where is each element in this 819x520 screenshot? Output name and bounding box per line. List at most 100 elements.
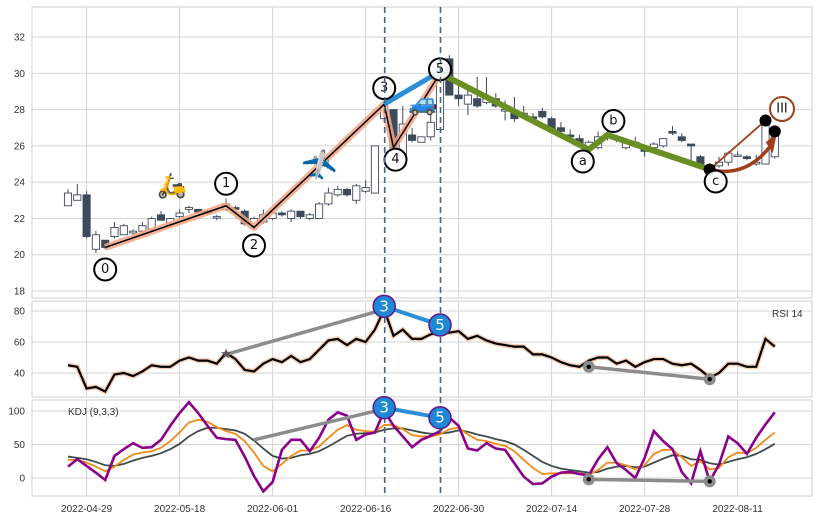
candle — [659, 138, 668, 148]
rsi-tick-label: 60 — [14, 338, 26, 349]
candle — [82, 191, 91, 239]
candle — [556, 122, 565, 134]
rsi-tick-label: 80 — [14, 307, 26, 318]
rsi-divergence-down-line — [588, 365, 710, 381]
candle — [333, 185, 342, 197]
candle — [315, 202, 324, 219]
kdj-divergence-down-line — [588, 477, 710, 484]
candle-body — [454, 94, 463, 100]
correction-wave-line — [438, 70, 711, 173]
candle-body — [129, 230, 138, 234]
candle — [119, 223, 128, 236]
kdj-marker-5 — [428, 405, 452, 430]
candle-body — [175, 212, 184, 218]
wave-label-circle-0 — [93, 257, 118, 282]
candle-body — [473, 98, 482, 107]
wave-iii-label-circle — [769, 96, 795, 122]
candle — [184, 205, 193, 213]
kdj-tick-label: 50 — [14, 440, 26, 451]
kdj-K-line — [68, 418, 776, 476]
price-tick-label: 18 — [14, 287, 26, 298]
candle — [417, 136, 426, 143]
price-tick-label: 30 — [14, 69, 26, 80]
price-tick-label: 26 — [14, 141, 26, 152]
wave-label-circle-b — [601, 108, 626, 133]
rsi-marker-label: 3 — [379, 297, 389, 315]
candle-body — [82, 194, 91, 238]
candle — [73, 183, 82, 201]
candle-body — [91, 234, 100, 250]
arrow-head-icon — [765, 133, 777, 154]
candle-body — [63, 192, 73, 207]
candle-body — [668, 130, 677, 134]
candle — [352, 183, 361, 204]
candle — [63, 189, 73, 207]
candle-body — [277, 212, 286, 216]
candle-body — [119, 225, 128, 236]
candle-body — [463, 94, 472, 105]
x-tick-label: 2022-06-01 — [247, 504, 299, 515]
candle-body — [361, 187, 370, 192]
candle-body — [156, 214, 166, 221]
rsi-divergence-up-line — [225, 307, 385, 357]
candle-body — [333, 188, 342, 196]
rsi-divergence-down-line-point-center — [586, 364, 591, 369]
price-tick-label: 32 — [14, 33, 26, 44]
rsi-divergence-down-line-point-center — [707, 377, 712, 382]
candle — [156, 211, 166, 221]
candle-body — [212, 216, 221, 219]
x-tick-label: 2022-06-16 — [340, 504, 392, 515]
candle-body — [677, 136, 686, 141]
kdj-D-line — [67, 426, 776, 474]
wave-label-circle-2 — [242, 233, 266, 258]
candle — [426, 109, 435, 141]
wave-label-2: 2 — [250, 238, 258, 253]
price-tick-label: 20 — [14, 250, 26, 261]
wave-label-circle-a — [570, 149, 595, 174]
candle-body — [287, 210, 296, 219]
price-tick-label: 28 — [14, 105, 26, 116]
rsi-line — [67, 306, 776, 394]
x-tick-label: 2022-05-18 — [154, 504, 206, 515]
candle-body — [110, 227, 119, 238]
candle-body — [417, 136, 426, 143]
car-icon: 🚙 — [408, 90, 438, 117]
star-icon: ★ — [220, 345, 233, 361]
price-tick-label: 22 — [14, 214, 26, 225]
candle — [305, 212, 314, 221]
candle-body — [733, 154, 742, 157]
rsi-panel — [31, 300, 813, 398]
candle-body — [296, 210, 305, 218]
candle — [212, 214, 221, 221]
x-tick-label: 2022-06-30 — [433, 504, 485, 515]
price-tick-label: 24 — [14, 178, 26, 189]
candle-body — [73, 194, 82, 201]
candle-body — [324, 192, 333, 205]
candle — [342, 187, 352, 197]
candle — [110, 222, 119, 239]
candle — [668, 125, 677, 135]
candle — [277, 211, 286, 217]
x-tick-label: 2022-07-14 — [526, 504, 578, 515]
wave-label-c: c — [712, 174, 719, 189]
candle — [91, 231, 100, 253]
wave-iii-second-dot — [768, 125, 781, 138]
wave-label-b: b — [609, 113, 617, 128]
kdj-divergence-down-line-point-center — [707, 479, 712, 484]
candle — [463, 87, 472, 116]
candle-body — [426, 121, 435, 138]
candle-body — [352, 185, 361, 201]
wave-label-1: 1 — [222, 176, 230, 191]
rsi-marker-5 — [428, 313, 452, 337]
kdj-marker-label: 3 — [379, 399, 389, 417]
wave-3-to-5-line — [382, 69, 442, 107]
candle — [324, 187, 333, 206]
wave-iii-label: III — [776, 102, 788, 117]
rsi-tick-label: 40 — [14, 369, 26, 380]
candle — [287, 209, 296, 223]
kdj-title: KDJ (9,3,3) — [68, 407, 119, 418]
wave-label-4: 4 — [391, 152, 399, 167]
kdj-J-line — [67, 400, 776, 494]
candle — [538, 107, 547, 119]
